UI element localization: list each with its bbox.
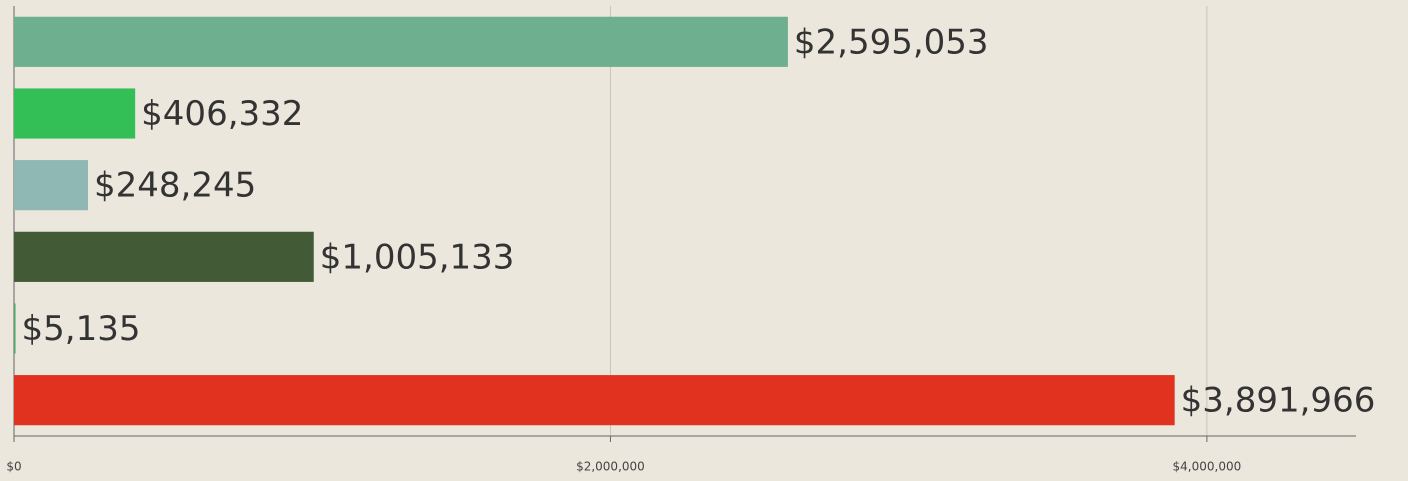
- bar: [14, 16, 788, 67]
- x-tick-label: $0: [6, 460, 21, 474]
- value-label: $5,135: [22, 309, 141, 349]
- bar: [14, 231, 314, 282]
- value-label: $1,005,133: [320, 237, 515, 277]
- value-label: $2,595,053: [794, 22, 989, 62]
- bar: [14, 375, 1175, 426]
- x-tick-label: $2,000,000: [576, 460, 645, 474]
- bar: [14, 160, 89, 211]
- value-label: $248,245: [94, 166, 256, 206]
- value-label: $3,891,966: [1181, 381, 1376, 421]
- bar: [14, 303, 16, 354]
- value-label: $406,332: [141, 94, 303, 134]
- x-tick-label: $4,000,000: [1173, 460, 1242, 474]
- bar: [14, 88, 136, 139]
